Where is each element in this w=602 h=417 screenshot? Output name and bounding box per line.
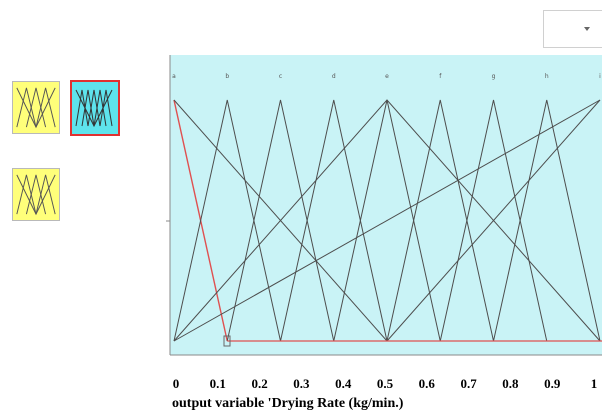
mf-label-6: g <box>492 73 496 80</box>
mf-label-5: f <box>439 73 442 80</box>
x-tick-label: 0.7 <box>460 376 477 391</box>
triangular-mf-icon <box>16 87 56 129</box>
input-variable-1-block[interactable] <box>12 81 60 134</box>
mf-curve-3[interactable] <box>280 99 388 342</box>
chevron-down-icon <box>584 27 590 31</box>
plot-area <box>170 55 602 355</box>
x-tick-label: 0.5 <box>376 376 394 391</box>
x-tick-label: 0.8 <box>502 376 519 391</box>
mf-label-8: i <box>599 73 601 80</box>
mf-label-1: b <box>225 73 229 80</box>
x-tick-label: 0.2 <box>251 376 268 391</box>
selection-handle[interactable] <box>223 335 231 347</box>
mf-curve-7[interactable] <box>493 99 601 342</box>
mf-curve-9[interactable] <box>173 99 601 342</box>
input-variable-2-block[interactable] <box>12 168 60 221</box>
x-tick-label: 1 <box>590 376 598 391</box>
mf-label-7: h <box>545 73 549 80</box>
x-tick-label: 0.9 <box>544 376 561 391</box>
x-tick-label: 0.4 <box>335 376 352 391</box>
mf-curve-10[interactable] <box>386 99 601 342</box>
mf-label-3: d <box>332 73 336 80</box>
output-variable-block[interactable] <box>70 80 120 136</box>
triangular-mf-icon <box>16 174 56 216</box>
mf-label-0: a <box>172 73 176 80</box>
x-tick-label: 0.1 <box>209 376 226 391</box>
display-range-dropdown[interactable] <box>543 10 602 48</box>
mf-curve-5[interactable] <box>386 99 494 342</box>
mf-label-4: e <box>385 73 389 80</box>
x-axis-title: output variable 'Drying Rate (kg/min.) <box>172 396 404 411</box>
mf-curve-11[interactable] <box>173 99 601 342</box>
mf-label-2: c <box>279 73 282 80</box>
triangular-mf-icon <box>75 89 113 128</box>
mf-curve-1[interactable] <box>173 99 281 342</box>
x-tick-label: 0 <box>172 376 180 391</box>
x-tick-label: 0.3 <box>293 376 310 391</box>
x-tick-label: 0.6 <box>418 376 435 391</box>
